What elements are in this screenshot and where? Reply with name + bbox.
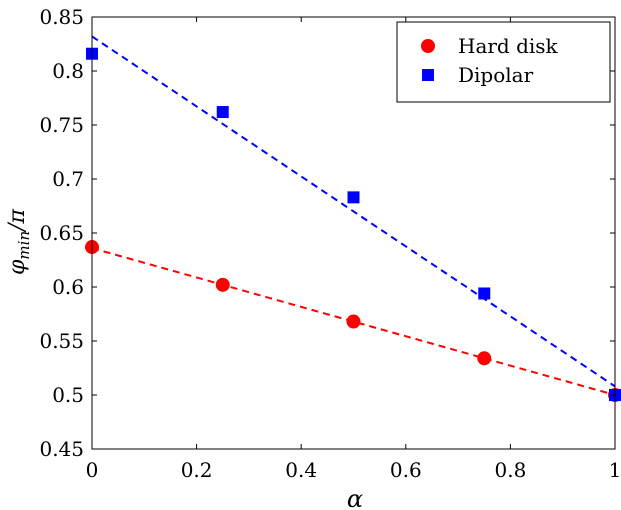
data-point-hard-disk	[346, 314, 361, 329]
fit-lines	[91, 35, 616, 396]
y-tick-label: 0.5	[52, 383, 84, 407]
legend-box	[396, 21, 611, 103]
y-axis-label-suffix: /π	[5, 208, 30, 232]
y-tick-label: 0.45	[39, 437, 84, 461]
y-tick-label: 0.75	[39, 113, 84, 137]
x-axis-label: α	[347, 485, 363, 510]
data-point-dipolar	[347, 191, 360, 204]
x-tick-label: 0.2	[181, 458, 213, 482]
legend-label-dipolar: Dipolar	[458, 63, 534, 87]
y-tick-label: 0.55	[39, 329, 84, 353]
x-tick-label: 0.8	[494, 458, 526, 482]
y-axis-label-sub: min	[15, 231, 33, 260]
x-tick-label: 0.6	[390, 458, 422, 482]
y-tick-label: 0.6	[52, 275, 84, 299]
legend-marker-dipolar	[422, 69, 434, 81]
x-tick-labels: 0 0.2 0.4 0.6 0.8 1	[86, 458, 621, 482]
data-point-dipolar	[216, 106, 229, 119]
data-point-hard-disk	[477, 351, 492, 366]
y-tick-label: 0.85	[39, 5, 84, 29]
y-tick-label: 0.65	[39, 221, 84, 245]
x-tick-label: 1	[609, 458, 621, 482]
fit-line-hard-disk	[91, 247, 616, 396]
y-tick-label: 0.8	[52, 59, 84, 83]
fit-line-dipolar	[91, 35, 616, 388]
x-tick-label: 0	[86, 458, 99, 482]
y-axis-label-base: φ	[5, 259, 30, 275]
y-tick-labels: 0.45 0.5 0.55 0.6 0.65 0.7 0.75 0.8 0.85	[39, 5, 84, 461]
data-point-dipolar	[478, 287, 491, 300]
axis-ticks	[91, 16, 616, 450]
legend: Hard disk Dipolar	[396, 21, 611, 103]
x-tick-label: 0.4	[285, 458, 317, 482]
y-axis-label: φmin/π	[5, 208, 33, 275]
data-points	[85, 47, 621, 402]
legend-label-hard-disk: Hard disk	[458, 34, 559, 58]
data-point-hard-disk	[215, 277, 230, 292]
y-tick-label: 0.7	[52, 167, 84, 191]
legend-marker-hard-disk	[421, 39, 435, 53]
